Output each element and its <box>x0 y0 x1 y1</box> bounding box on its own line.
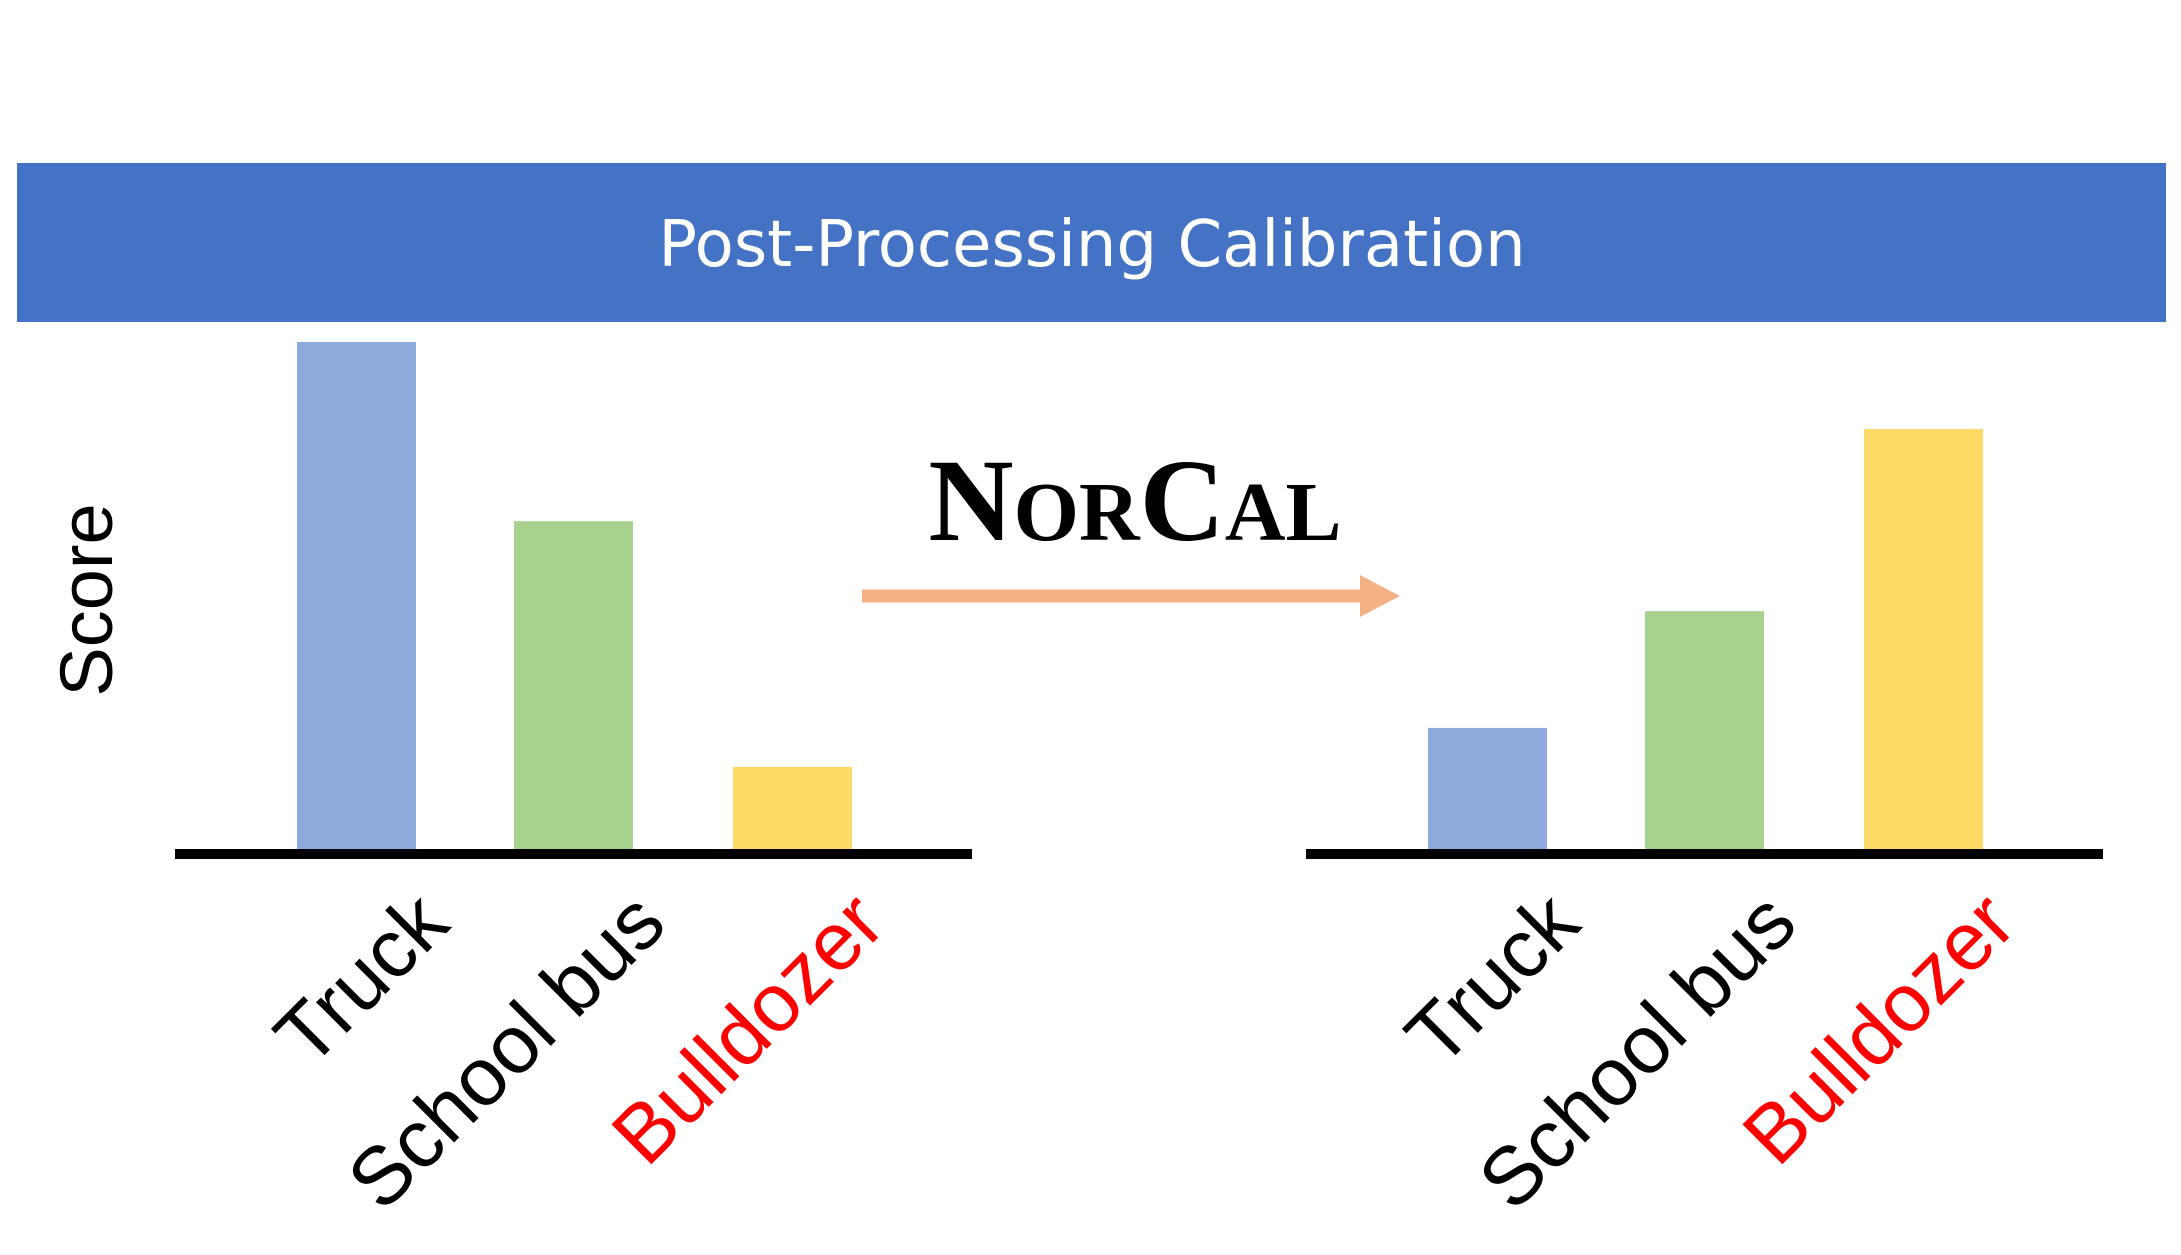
method-initial-c: C <box>1140 435 1225 566</box>
bar-bulldozer-after <box>1864 429 1983 854</box>
right-arrow-icon <box>862 575 1400 617</box>
method-rest-al: AL <box>1225 466 1342 559</box>
bar-bulldozer-before <box>733 766 852 854</box>
tick-label-truck-before: Truck <box>258 875 466 1083</box>
y-axis-label: Score <box>45 503 128 696</box>
bar-truck-before <box>297 342 416 854</box>
method-name: NORCAL <box>928 435 1341 566</box>
tick-label-truck-after: Truck <box>1389 875 1597 1083</box>
bar-truck-after <box>1428 727 1547 854</box>
bar-school-bus-after <box>1645 611 1764 854</box>
method-initial-n: N <box>928 435 1013 566</box>
banner <box>17 163 2166 322</box>
method-rest-or: OR <box>1014 466 1141 559</box>
bar-school-bus-before <box>514 521 633 854</box>
banner-title: Post-Processing Calibration <box>658 208 1525 282</box>
